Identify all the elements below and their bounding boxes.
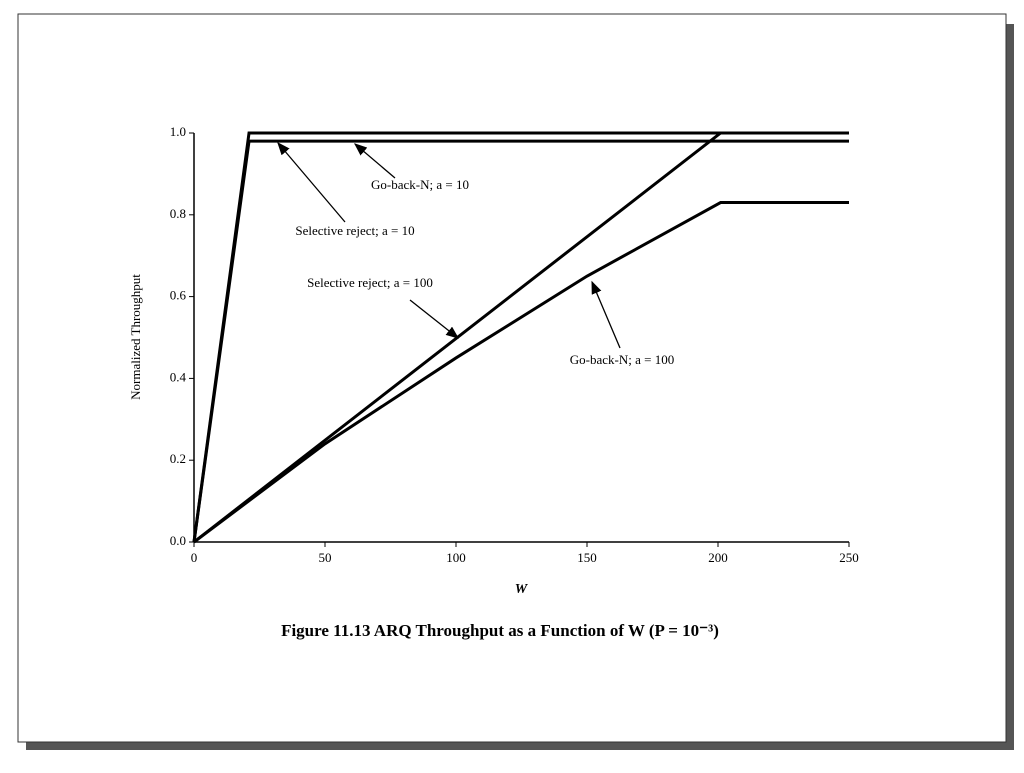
- series-line: [192, 139, 849, 543]
- x-tick-label: 0: [191, 550, 198, 565]
- x-tick-label: 250: [839, 550, 859, 565]
- x-tick-label: 150: [577, 550, 597, 565]
- annotation-arrow: [354, 143, 396, 179]
- y-axis-label: Normalized Throughput: [128, 274, 143, 400]
- y-tick-label: 0.6: [170, 288, 187, 303]
- y-tick-label: 0.4: [170, 369, 187, 384]
- x-tick-label: 200: [708, 550, 728, 565]
- x-tick-label: 100: [446, 550, 466, 565]
- y-tick-label: 0.2: [170, 451, 186, 466]
- annotation: Selective reject; a = 100: [307, 275, 433, 290]
- series-line: [193, 201, 849, 544]
- y-tick-label: 0.8: [170, 206, 186, 221]
- chart-title: Figure 11.13 ARQ Throughput as a Functio…: [281, 621, 719, 640]
- y-tick-label: 1.0: [170, 124, 186, 139]
- annotation-arrow: [277, 142, 346, 223]
- series-line: [193, 131, 849, 544]
- annotation-arrow: [409, 299, 460, 339]
- x-axis-label: W: [515, 582, 529, 597]
- y-tick-label: 0.0: [170, 533, 186, 548]
- slide: [17, 13, 1007, 743]
- annotation-arrow: [591, 280, 621, 349]
- annotation: Go-back-N; a = 10: [371, 177, 469, 192]
- x-tick-label: 50: [319, 550, 332, 565]
- annotation: Go-back-N; a = 100: [570, 352, 674, 367]
- annotation: Selective reject; a = 10: [295, 223, 414, 238]
